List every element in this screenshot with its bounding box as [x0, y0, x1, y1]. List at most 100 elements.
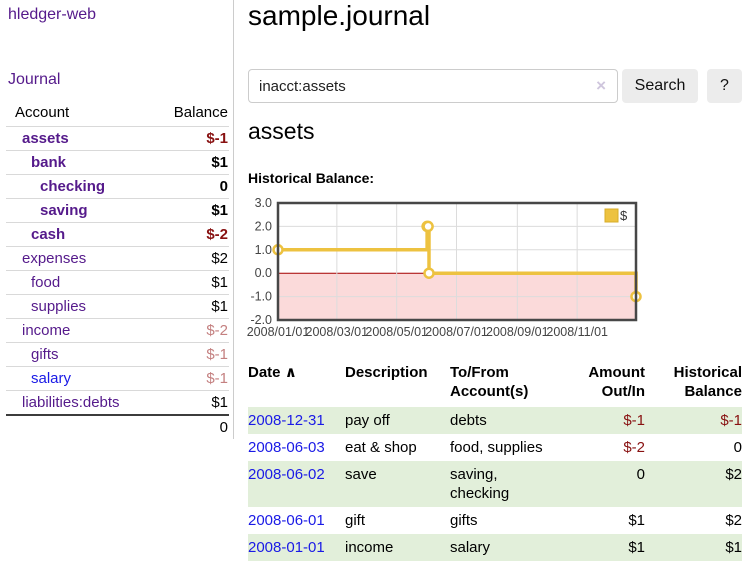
sidebar-account-link[interactable]: assets	[22, 130, 69, 147]
transaction-date-link[interactable]: 2008-06-01	[248, 512, 325, 529]
accounts-table: Account Balance assets $-1 bank $1 checking 0…	[6, 100, 229, 439]
sidebar-account-link[interactable]: income	[22, 322, 71, 339]
x-tick-label: 2008/11/01	[546, 325, 608, 339]
account-row: cash $-2	[6, 222, 229, 247]
register-table: Date ∧ Description To/From Account(s) Amo…	[248, 361, 742, 561]
y-tick-label: 2.0	[255, 219, 272, 233]
transaction-amount: $-2	[623, 439, 645, 456]
y-tick-label: -1.0	[250, 290, 272, 304]
account-balance: $2	[149, 246, 229, 271]
transaction-date-link[interactable]: 2008-12-31	[248, 412, 325, 429]
x-tick-label: 2008/07/01	[425, 325, 488, 339]
y-tick-label: 1.0	[255, 243, 272, 257]
register-row: 2008-06-02 save saving, checking 0 $2	[248, 461, 742, 507]
sort-asc-icon: ∧	[284, 364, 297, 381]
account-balance: 0	[149, 174, 229, 199]
transaction-amount: $-1	[623, 412, 645, 429]
legend-swatch	[604, 208, 619, 223]
transaction-accounts: saving, checking	[450, 466, 510, 502]
sidebar-account-link[interactable]: expenses	[22, 250, 87, 267]
register-header-balance: Historical Balance	[673, 364, 742, 400]
account-row: bank $1	[6, 150, 229, 175]
brand-link[interactable]: hledger-web	[8, 6, 97, 23]
x-tick-label: 2008/05/01	[365, 325, 428, 339]
sidebar-account-link[interactable]: saving	[40, 202, 88, 219]
data-point-marker	[423, 267, 435, 279]
sidebar-account-link[interactable]: salary	[31, 370, 72, 387]
page-title: sample.journal	[248, 0, 431, 31]
account-balance: $1	[149, 150, 229, 175]
help-button[interactable]: ?	[707, 69, 742, 103]
search-input[interactable]	[248, 69, 618, 103]
transaction-accounts: debts	[450, 412, 487, 429]
sidebar-item-journal[interactable]: Journal	[8, 71, 61, 88]
transaction-date-link[interactable]: 2008-01-01	[248, 539, 325, 556]
account-row: assets $-1	[6, 126, 229, 151]
transaction-balance: $2	[725, 466, 742, 483]
search-button[interactable]: Search	[622, 69, 698, 103]
account-row: income $-2	[6, 318, 229, 343]
transaction-accounts: gifts	[450, 512, 478, 529]
sidebar-account-link[interactable]: cash	[31, 226, 66, 243]
sidebar-account-link[interactable]: bank	[31, 154, 67, 171]
account-balance: $-1	[149, 366, 229, 391]
register-row: 2008-12-31 pay off debts $-1 $-1	[248, 407, 742, 434]
transaction-description: eat & shop	[345, 439, 417, 456]
register-row: 2008-06-03 eat & shop food, supplies $-2 0	[248, 434, 742, 461]
account-row: liabilities:debts $1	[6, 390, 229, 415]
sidebar-account-link[interactable]: checking	[40, 178, 106, 195]
register-header-description: Description	[345, 364, 428, 381]
register-header-date[interactable]: Date ∧	[248, 364, 297, 381]
legend-label: $	[620, 208, 628, 223]
y-tick-label: -2.0	[250, 313, 272, 327]
transaction-amount: $1	[628, 539, 645, 556]
transaction-description: gift	[345, 512, 366, 529]
account-row: checking 0	[6, 174, 229, 199]
transaction-amount: $1	[628, 512, 645, 529]
transaction-accounts: salary	[450, 539, 491, 556]
sidebar-account-link[interactable]: gifts	[31, 346, 59, 363]
transaction-description: pay off	[345, 412, 390, 429]
account-balance: $1	[149, 198, 229, 223]
transaction-accounts: food, supplies	[450, 439, 543, 456]
search-box: ×	[248, 69, 618, 103]
accounts-table-body: assets $-1 bank $1 checking 0 saving $1 cash $-2 e…	[6, 126, 229, 415]
transaction-balance: $1	[725, 539, 742, 556]
register-body: 2008-12-31 pay off debts $-1 $-1 2008-06-03 ea…	[248, 407, 742, 561]
accounts-total-balance: 0	[149, 414, 229, 439]
sidebar: hledger-web Journal Account Balance asse…	[0, 0, 234, 439]
y-tick-label: 0.0	[255, 266, 272, 280]
accounts-header-row: Account Balance	[6, 100, 229, 127]
transaction-description: save	[345, 466, 377, 483]
historical-balance-chart: $3.0 2.0 1.0 0.0 -1.0 -2.02008/01/012008/03/0…	[247, 196, 642, 339]
clear-search-icon[interactable]: ×	[596, 76, 606, 95]
transaction-date-link[interactable]: 2008-06-02	[248, 466, 325, 483]
account-balance: $-2	[149, 318, 229, 343]
search-form: × Search ?	[248, 69, 742, 103]
account-row: saving $1	[6, 198, 229, 223]
accounts-total-row: 0	[6, 414, 229, 439]
x-tick-label: 2008/03/01	[306, 325, 369, 339]
plot-border	[276, 201, 638, 322]
account-balance: $1	[149, 294, 229, 319]
accounts-header-balance: Balance	[173, 104, 228, 121]
transaction-balance: $2	[725, 512, 742, 529]
x-tick-label: 2008/01/01	[247, 325, 310, 339]
account-balance: $1	[149, 390, 229, 415]
transaction-balance: $-1	[720, 412, 742, 429]
account-row: salary $-1	[6, 366, 229, 391]
transaction-date-link[interactable]: 2008-06-03	[248, 439, 325, 456]
sidebar-account-link[interactable]: supplies	[31, 298, 87, 315]
sidebar-account-link[interactable]: food	[31, 274, 61, 291]
account-row: food $1	[6, 270, 229, 295]
x-tick-label: 2008/09/01	[486, 325, 549, 339]
sidebar-account-link[interactable]: liabilities:debts	[22, 394, 120, 411]
main-content: sample.journal × Search ? assets Histori…	[247, 0, 742, 582]
account-balance: $1	[149, 270, 229, 295]
register-row: 2008-01-01 income salary $1 $1	[248, 534, 742, 561]
account-row: gifts $-1	[6, 342, 229, 367]
account-balance: $-2	[149, 222, 229, 247]
register-header: Date ∧ Description To/From Account(s) Amo…	[248, 361, 742, 407]
transaction-amount: 0	[636, 466, 645, 483]
register-header-accounts: To/From Account(s)	[450, 364, 529, 400]
